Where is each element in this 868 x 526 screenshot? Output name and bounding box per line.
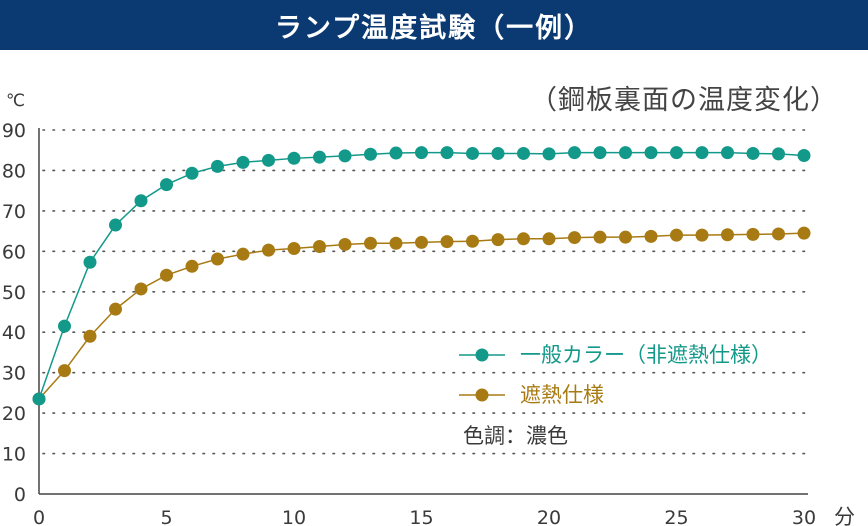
data-point bbox=[32, 392, 46, 406]
data-point bbox=[517, 232, 530, 246]
y-tick-label: 70 bbox=[2, 201, 26, 223]
y-tick-label: 10 bbox=[2, 444, 26, 466]
data-point bbox=[491, 146, 505, 160]
x-tick-label: 20 bbox=[537, 507, 561, 526]
y-tick-label: 50 bbox=[2, 282, 26, 304]
data-point bbox=[185, 166, 199, 180]
data-point bbox=[517, 146, 530, 160]
legend-label-general: 一般カラー（非遮熱仕様） bbox=[520, 343, 772, 367]
data-point bbox=[287, 151, 301, 165]
data-point bbox=[746, 227, 760, 241]
data-point bbox=[338, 237, 352, 251]
title-bar: ランプ温度試験（一例） bbox=[0, 0, 868, 50]
data-point bbox=[440, 235, 454, 249]
data-point bbox=[670, 228, 683, 242]
data-point bbox=[466, 234, 479, 248]
series-line bbox=[38, 232, 805, 400]
data-point bbox=[797, 148, 811, 162]
y-tick-labels: 0 10 20 30 40 50 60 70 80 90 bbox=[2, 120, 26, 506]
data-point bbox=[313, 239, 326, 253]
data-point bbox=[593, 146, 607, 160]
data-point bbox=[389, 236, 403, 250]
data-point bbox=[466, 146, 479, 160]
data-point bbox=[695, 228, 709, 242]
data-point bbox=[619, 146, 632, 160]
x-tick-label: 30 bbox=[792, 507, 816, 526]
y-tick-label: 20 bbox=[2, 403, 26, 425]
chart-axes bbox=[38, 128, 808, 495]
legend-marker-general bbox=[475, 348, 489, 362]
data-point bbox=[364, 147, 377, 161]
data-point bbox=[313, 150, 326, 164]
data-point bbox=[338, 149, 352, 163]
data-point bbox=[670, 146, 683, 160]
data-point bbox=[772, 227, 785, 241]
data-point bbox=[695, 146, 709, 160]
x-tick-label: 5 bbox=[160, 507, 172, 526]
grid-lines bbox=[42, 129, 809, 455]
data-point bbox=[491, 233, 505, 247]
data-point bbox=[721, 146, 734, 160]
data-point bbox=[211, 159, 224, 173]
data-point bbox=[109, 218, 122, 232]
y-axis-unit: ℃ bbox=[6, 91, 25, 111]
data-point bbox=[619, 230, 632, 244]
x-tick-label: 25 bbox=[664, 507, 688, 526]
data-point bbox=[262, 153, 275, 167]
y-tick-label: 40 bbox=[2, 322, 26, 344]
data-point bbox=[262, 243, 275, 257]
x-tick-labels: 0 5 10 15 20 25 30 bbox=[33, 507, 816, 526]
x-axis-unit: 分 bbox=[834, 505, 855, 526]
data-point bbox=[287, 242, 301, 256]
data-point bbox=[389, 146, 403, 160]
data-point bbox=[797, 226, 811, 240]
legend-label-heat-shield: 遮熱仕様 bbox=[520, 383, 604, 407]
data-point bbox=[160, 268, 173, 282]
legend-item-heat-shield: 遮熱仕様 bbox=[459, 383, 604, 407]
page-title: ランプ温度試験（一例） bbox=[274, 12, 594, 44]
data-point bbox=[134, 194, 148, 208]
data-point bbox=[415, 146, 428, 160]
data-point bbox=[593, 230, 607, 244]
data-point bbox=[58, 319, 71, 333]
data-point bbox=[721, 228, 734, 242]
legend-marker-heat-shield bbox=[475, 388, 489, 402]
data-point bbox=[746, 146, 760, 160]
data-point bbox=[542, 232, 556, 246]
data-point bbox=[211, 252, 224, 266]
data-point bbox=[83, 329, 97, 343]
data-point bbox=[236, 155, 250, 169]
chart-subtitle: （鋼板裏面の温度変化） bbox=[530, 85, 838, 116]
data-point bbox=[58, 364, 71, 378]
data-point bbox=[568, 231, 581, 245]
legend-item-general: 一般カラー（非遮熱仕様） bbox=[459, 343, 772, 367]
x-tick-label: 15 bbox=[409, 507, 433, 526]
legend: 一般カラー（非遮熱仕様） 遮熱仕様 色調：濃色 bbox=[459, 343, 772, 448]
series-group bbox=[32, 146, 811, 406]
color-tone-note: 色調：濃色 bbox=[463, 424, 568, 448]
data-point bbox=[644, 146, 658, 160]
data-point bbox=[644, 229, 658, 243]
data-point bbox=[568, 146, 581, 160]
data-point bbox=[236, 247, 250, 261]
data-point bbox=[415, 235, 428, 249]
data-point bbox=[772, 147, 785, 161]
data-point bbox=[109, 302, 122, 316]
data-point bbox=[364, 236, 377, 250]
y-tick-label: 80 bbox=[2, 160, 26, 182]
x-tick-label: 10 bbox=[282, 507, 306, 526]
y-tick-label: 30 bbox=[2, 363, 26, 385]
data-point bbox=[83, 255, 97, 269]
y-tick-label: 90 bbox=[2, 120, 26, 142]
data-point bbox=[440, 146, 454, 160]
x-tick-label: 0 bbox=[33, 507, 45, 526]
y-tick-label: 60 bbox=[2, 241, 26, 263]
data-point bbox=[185, 259, 199, 273]
y-tick-label: 0 bbox=[14, 484, 26, 506]
data-point bbox=[134, 282, 148, 296]
data-point bbox=[542, 147, 556, 161]
data-point bbox=[160, 178, 173, 192]
